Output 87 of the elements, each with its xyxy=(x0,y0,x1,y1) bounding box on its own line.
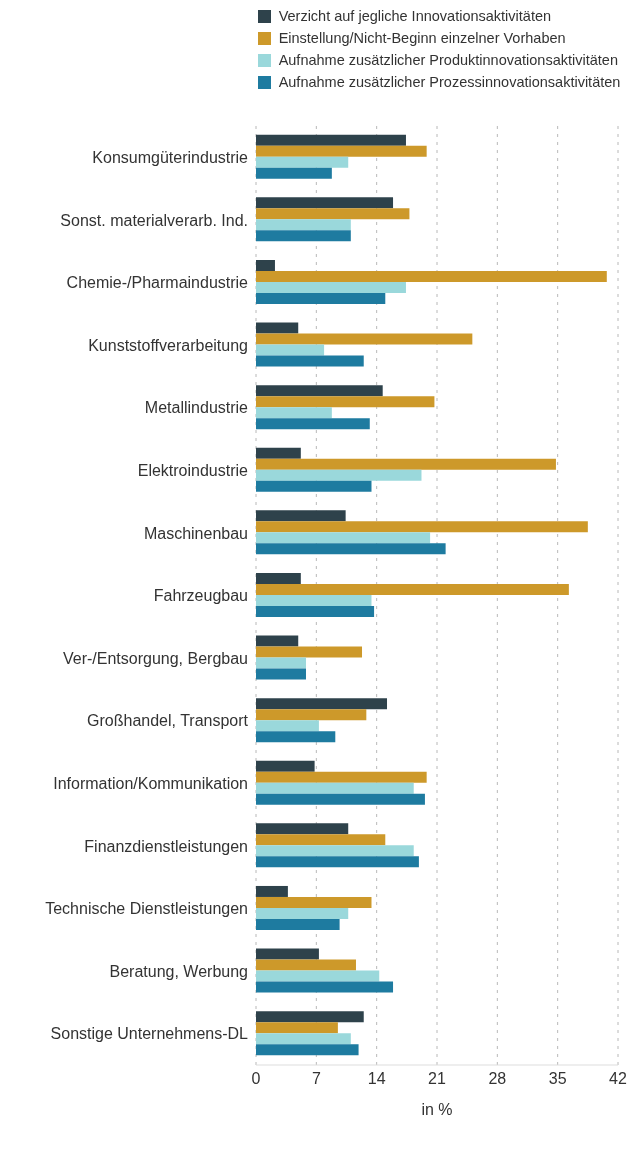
bar xyxy=(256,333,473,345)
bar xyxy=(256,845,414,857)
x-tick-label: 0 xyxy=(251,1070,261,1088)
y-tick-label: Ver-/Entsorgung, Bergbau xyxy=(62,649,248,667)
y-tick-label: Elektroindustrie xyxy=(137,461,249,479)
bar xyxy=(256,1011,364,1023)
bar xyxy=(256,219,351,231)
bar xyxy=(256,230,351,242)
bar xyxy=(256,480,372,492)
bar xyxy=(256,594,372,606)
bar xyxy=(256,521,588,533)
bar xyxy=(256,543,446,555)
legend-label: Verzicht auf jegliche Innovationsaktivitäten xyxy=(278,8,552,24)
bar xyxy=(256,1022,338,1034)
bar xyxy=(256,418,370,430)
bar xyxy=(256,270,607,282)
y-tick-label: Information/Kommunikation xyxy=(53,774,248,792)
bar xyxy=(256,668,306,680)
bar xyxy=(256,259,275,271)
bar xyxy=(256,970,380,982)
bar xyxy=(256,385,383,397)
bar xyxy=(256,885,288,897)
bar xyxy=(256,197,394,209)
bar xyxy=(256,281,406,293)
bar xyxy=(256,646,363,658)
y-tick-label: Technische Dienstleistungen xyxy=(45,900,248,918)
bar xyxy=(256,782,414,794)
bar xyxy=(256,510,346,522)
bar xyxy=(256,948,319,960)
bar xyxy=(256,907,349,919)
legend-label: Einstellung/Nicht-Beginn einzelner Vorhaben xyxy=(278,30,566,46)
bar xyxy=(256,145,427,157)
bar xyxy=(256,720,319,732)
bar xyxy=(256,698,388,710)
bar xyxy=(256,605,375,617)
bar xyxy=(256,167,332,179)
legend-label: Aufnahme zusätzlicher Produktinnovationsaktivitäten xyxy=(278,52,618,68)
bar xyxy=(256,823,349,835)
bar xyxy=(256,760,315,772)
bar xyxy=(256,709,367,721)
bar xyxy=(256,208,410,220)
bar xyxy=(256,572,301,584)
y-tick-label: Kunststoffverarbeitung xyxy=(88,336,248,354)
bar xyxy=(256,1033,351,1045)
y-tick-label: Konsumgüterindustrie xyxy=(92,148,249,166)
bar xyxy=(256,731,336,743)
bar xyxy=(256,458,556,470)
y-tick-label: Sonstige Unternehmens-DL xyxy=(50,1025,249,1043)
y-tick-label: Metallindustrie xyxy=(144,399,249,417)
bar xyxy=(256,134,406,146)
bar xyxy=(256,532,431,544)
bar xyxy=(256,344,325,356)
bar xyxy=(256,156,349,168)
bar xyxy=(256,447,301,459)
x-tick-label: 35 xyxy=(548,1070,567,1088)
y-tick-label: Maschinenbau xyxy=(143,524,248,542)
bar xyxy=(256,918,340,930)
bar xyxy=(256,355,364,367)
bar xyxy=(256,292,386,304)
x-tick-label: 14 xyxy=(367,1070,386,1088)
x-tick-label: 7 xyxy=(311,1070,321,1088)
bar xyxy=(256,396,435,408)
bar xyxy=(256,771,427,783)
y-tick-label: Finanzdienstleistungen xyxy=(84,837,248,855)
bar xyxy=(256,793,425,805)
y-tick-label: Großhandel, Transport xyxy=(87,712,249,730)
bar xyxy=(256,981,394,993)
bar xyxy=(256,896,372,908)
bar xyxy=(256,959,356,971)
bar xyxy=(256,834,386,846)
x-axis-title: in % xyxy=(421,1101,453,1118)
bar xyxy=(256,856,419,868)
y-tick-label: Chemie-/Pharmaindustrie xyxy=(66,274,249,292)
bar xyxy=(256,635,299,647)
bar xyxy=(256,322,299,334)
y-tick-label: Sonst. materialverarb. Ind. xyxy=(60,211,248,229)
x-tick-label: 42 xyxy=(609,1070,627,1088)
bar xyxy=(256,407,332,419)
y-tick-label: Beratung, Werbung xyxy=(109,962,248,980)
bar xyxy=(256,583,569,595)
x-tick-label: 21 xyxy=(428,1070,446,1088)
bar xyxy=(256,657,306,669)
x-tick-label: 28 xyxy=(488,1070,507,1088)
bar xyxy=(256,1044,359,1056)
legend-label: Aufnahme zusätzlicher Prozessinnovationsaktivitäten xyxy=(278,74,621,90)
bar xyxy=(256,469,422,481)
y-tick-label: Fahrzeugbau xyxy=(153,587,248,605)
